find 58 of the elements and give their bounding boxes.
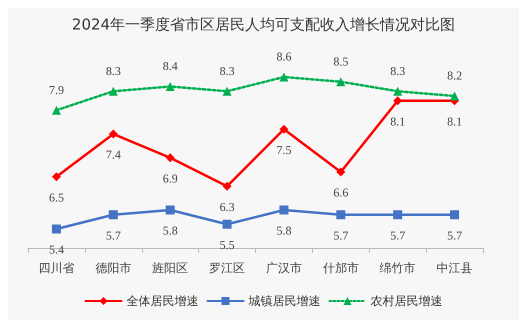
data-label: 6.9 (162, 171, 178, 186)
data-label: 5.8 (276, 224, 292, 238)
point (393, 210, 402, 220)
data-label: 8.5 (333, 54, 348, 68)
data-label: 5.7 (106, 228, 121, 242)
point (52, 106, 61, 115)
point (166, 82, 175, 91)
data-label: 5.7 (390, 228, 406, 242)
x-tick-label: 绵竹市 (380, 261, 416, 275)
point (222, 182, 232, 191)
point (279, 72, 288, 82)
data-label: 8.3 (220, 64, 235, 78)
data-label: 8.3 (390, 64, 406, 78)
x-tick-label: 中江县 (436, 261, 473, 275)
point (166, 206, 175, 214)
data-label: 8.6 (276, 50, 292, 64)
point (166, 153, 175, 162)
point (450, 92, 460, 100)
data-label: 8.3 (106, 64, 121, 78)
point (108, 86, 118, 96)
data-label: 7.5 (276, 142, 292, 157)
x-tick-label: 罗江区 (209, 261, 246, 275)
legend-label: 城镇居民增速 (248, 294, 320, 308)
data-label: 8.2 (447, 68, 462, 82)
point (222, 86, 232, 96)
data-label: 7.9 (48, 82, 64, 97)
point (336, 77, 346, 86)
point (108, 210, 118, 220)
point (52, 172, 61, 182)
data-label: 8.4 (162, 59, 178, 73)
point (336, 210, 346, 220)
data-label: 6.5 (48, 190, 64, 204)
data-label: 5.4 (48, 242, 64, 256)
point (279, 124, 288, 134)
x-tick-label: 旌阳区 (152, 261, 188, 275)
legend-label: 全体居民增速 (126, 294, 198, 308)
legend-label: 农村居民增速 (370, 294, 442, 308)
data-label: 5.5 (220, 238, 235, 252)
data-label: 5.7 (333, 228, 348, 242)
point (336, 168, 346, 176)
point (222, 220, 232, 229)
data-label: 5.8 (162, 224, 178, 238)
data-label: 7.4 (106, 148, 121, 162)
x-tick-label: 德阳市 (95, 261, 132, 275)
data-label: 8.1 (390, 114, 406, 128)
x-tick-label: 什邡市 (322, 261, 359, 275)
data-label: 5.7 (447, 228, 462, 242)
point (279, 206, 288, 214)
point (393, 86, 402, 96)
chart-title: 2024年一季度省市区居民人均可支配收入增长情况对比图 (72, 16, 456, 34)
data-label: 6.3 (220, 200, 235, 214)
data-label: 8.1 (447, 114, 462, 128)
x-tick-label: 广汉市 (266, 261, 302, 275)
x-tick-label: 四川省 (38, 261, 74, 275)
point (108, 130, 118, 138)
point (52, 224, 61, 234)
data-label: 6.6 (333, 186, 348, 200)
point (450, 210, 460, 220)
